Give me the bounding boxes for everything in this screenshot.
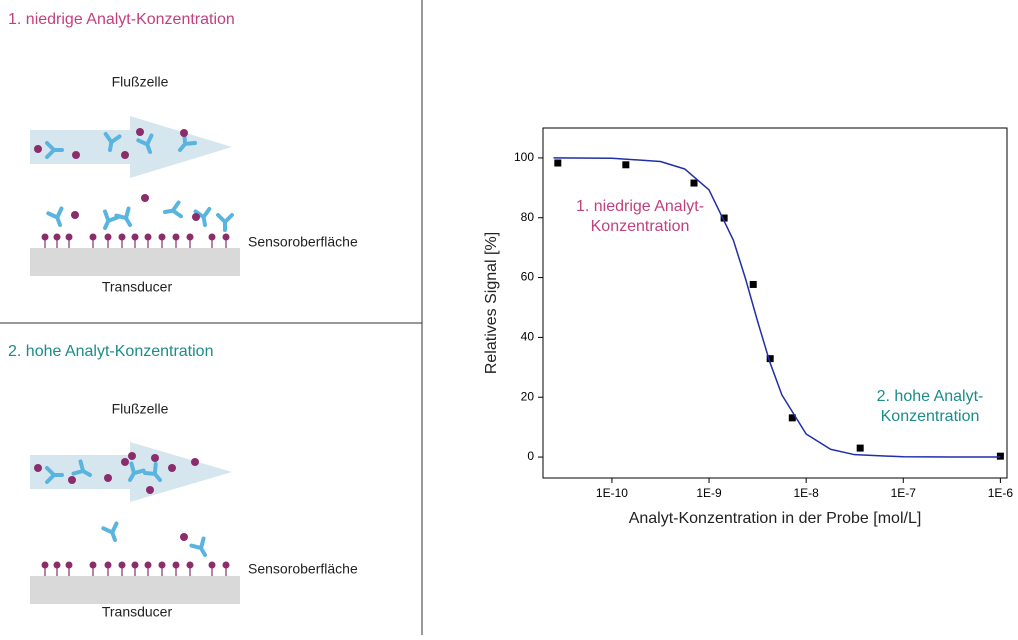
y-tick-label: 40 xyxy=(521,330,535,344)
chart: 0 20 40 60 80 100 1E-10 1E-9 1E-8 1E-7 1E-6 Analyt-… xyxy=(483,128,1013,527)
x-axis-title: Analyt-Konzentration in der Probe [mol/L… xyxy=(629,510,922,527)
surface-label: Sensoroberfläche xyxy=(248,561,358,577)
data-point xyxy=(857,445,864,452)
y-tick-label: 80 xyxy=(521,210,535,224)
annotation: 2. hohe Analyt- xyxy=(877,388,984,405)
x-tick-label: 1E-7 xyxy=(891,486,917,500)
data-point xyxy=(691,180,698,187)
transducer-block xyxy=(30,248,240,276)
data-point xyxy=(622,161,629,168)
panel-title: 1. niedrige Analyt-Konzentration xyxy=(8,11,235,28)
flow-cell-label: Flußzelle xyxy=(112,74,169,90)
flow-cell-label: Flußzelle xyxy=(112,401,169,417)
plot-frame xyxy=(543,128,1007,478)
surface-label: Sensoroberfläche xyxy=(248,234,358,250)
x-tick-label: 1E-9 xyxy=(696,486,722,500)
y-tick-label: 60 xyxy=(521,270,535,284)
x-tick-label: 1E-8 xyxy=(793,486,819,500)
annotation: Konzentration xyxy=(881,408,980,425)
x-tick-label: 1E-6 xyxy=(988,486,1014,500)
y-axis-title: Relatives Signal [%] xyxy=(483,232,500,374)
receptors xyxy=(42,234,230,249)
y-tick-label: 100 xyxy=(514,150,534,164)
x-tick-label: 1E-10 xyxy=(596,486,628,500)
flow-arrow xyxy=(30,442,232,502)
data-point xyxy=(554,160,561,167)
page: 1. niedrige Analyt-Konzentration Flußzel… xyxy=(0,0,1018,635)
data-point xyxy=(750,281,757,288)
y-tick-label: 0 xyxy=(527,449,534,463)
annotation: Konzentration xyxy=(591,218,690,235)
transducer-label: Transducer xyxy=(102,604,173,620)
transducer-block xyxy=(30,576,240,604)
annotation: 1. niedrige Analyt- xyxy=(576,198,704,215)
data-point xyxy=(997,453,1004,460)
flow-arrow xyxy=(30,116,232,178)
panel-title: 2. hohe Analyt-Konzentration xyxy=(8,343,213,360)
receptors xyxy=(42,562,230,577)
transducer-label: Transducer xyxy=(102,279,173,295)
y-tick-label: 20 xyxy=(521,389,535,403)
